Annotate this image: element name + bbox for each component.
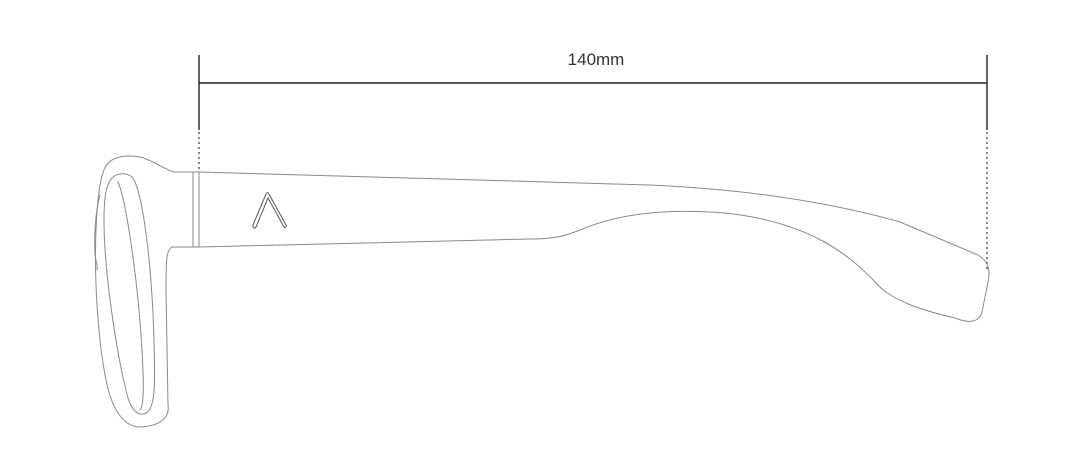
lens-outline (103, 173, 156, 415)
frame-front-left-edge (94, 194, 101, 271)
dimension-label: 140mm (568, 50, 625, 69)
brand-chevron-outer (252, 192, 287, 229)
length-dimension: 140mm (198, 50, 988, 272)
brand-logo-icon (252, 192, 287, 229)
frame-front-outline (94, 155, 200, 428)
frame-front (94, 155, 200, 428)
temple-arm-outline (198, 171, 990, 322)
lens-inner-edge (117, 181, 144, 411)
temple-arm (198, 171, 990, 322)
